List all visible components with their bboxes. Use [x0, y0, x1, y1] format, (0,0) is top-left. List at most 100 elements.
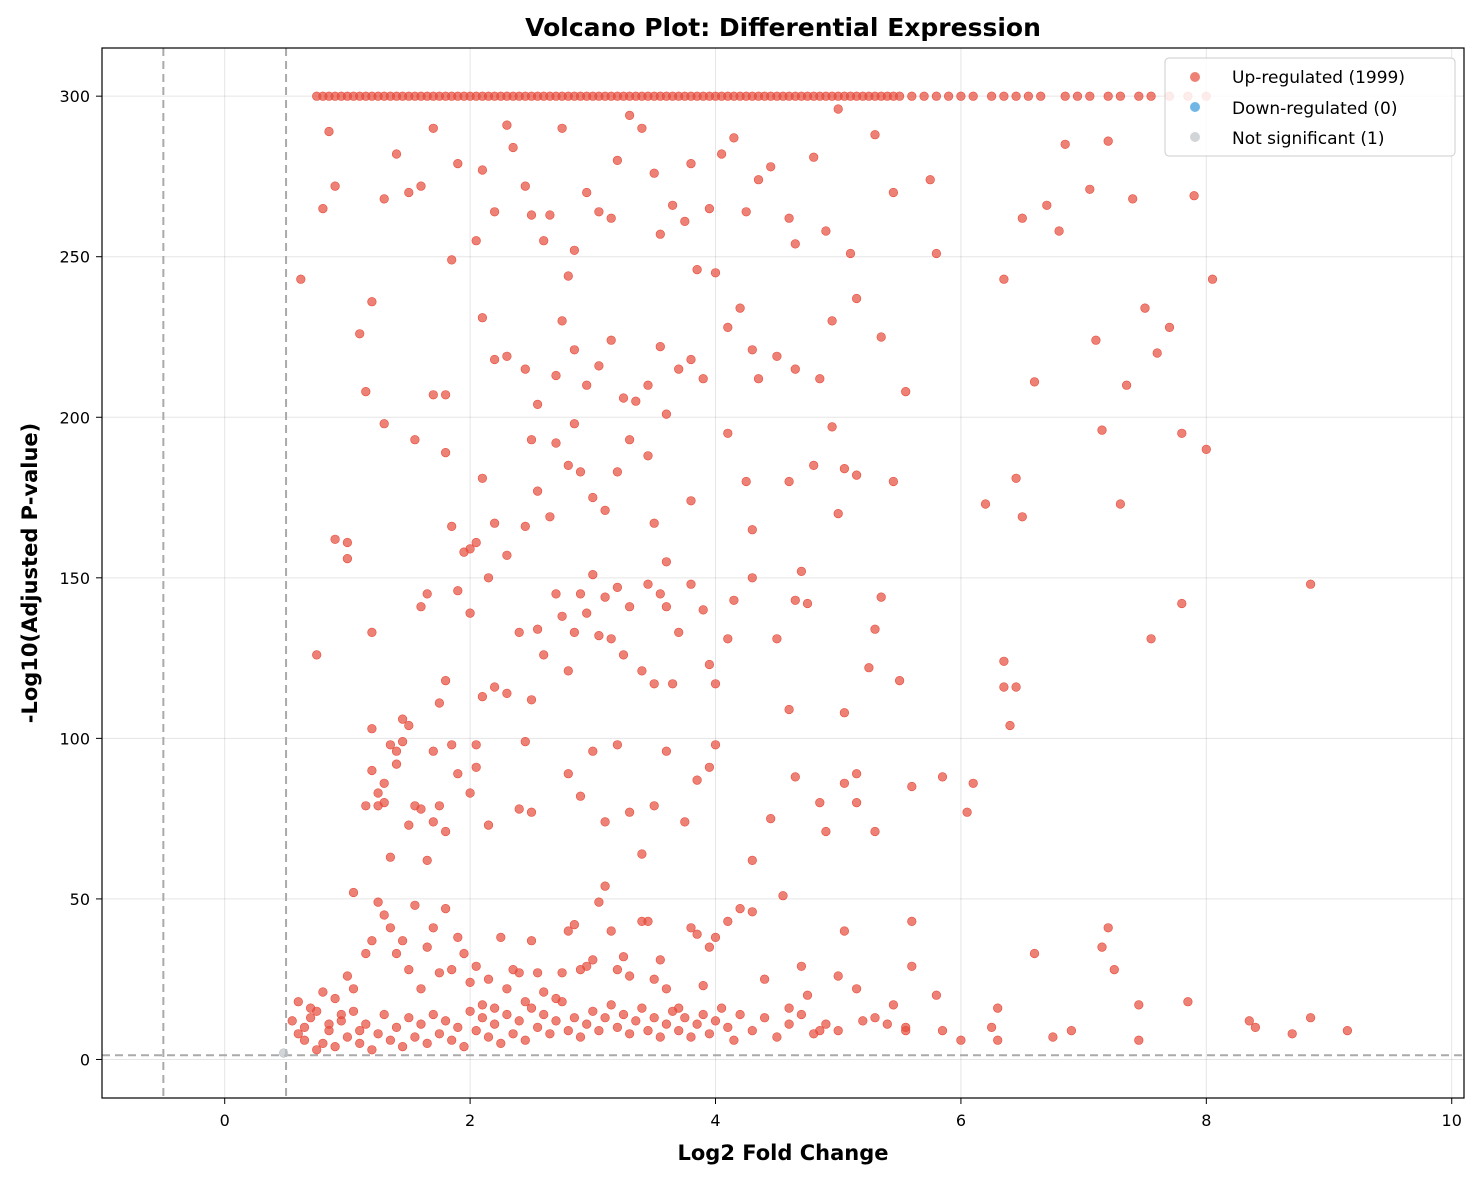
data-point	[398, 736, 408, 747]
data-point	[545, 512, 555, 522]
data-point	[606, 926, 616, 936]
data-point	[490, 518, 500, 528]
x-axis-label: Log2 Fold Change	[678, 1141, 889, 1165]
data-point	[999, 656, 1009, 666]
data-point	[1066, 1025, 1076, 1036]
data-point	[784, 213, 794, 223]
data-point	[398, 936, 408, 946]
data-point	[710, 268, 721, 278]
data-point	[784, 1003, 794, 1013]
data-point	[821, 826, 831, 837]
data-point	[575, 589, 586, 599]
data-point	[416, 602, 426, 612]
data-point	[441, 675, 451, 686]
x-tick-label: 2	[465, 1111, 475, 1130]
data-point	[453, 769, 463, 779]
data-point	[600, 505, 610, 516]
data-point	[901, 1025, 911, 1036]
data-point	[894, 91, 905, 101]
data-point	[747, 855, 757, 866]
data-point	[790, 364, 800, 374]
data-point	[306, 1013, 316, 1023]
data-point	[772, 1032, 782, 1042]
data-point	[772, 634, 782, 644]
data-point	[661, 557, 672, 567]
data-point	[520, 736, 530, 747]
data-point	[661, 602, 672, 612]
data-point	[434, 801, 445, 811]
data-point	[551, 1016, 561, 1026]
data-point	[404, 187, 414, 198]
data-point	[1029, 948, 1040, 959]
data-point	[514, 968, 524, 978]
data-point	[520, 997, 530, 1007]
data-point	[692, 1019, 702, 1029]
data-point	[827, 316, 837, 326]
data-point	[526, 210, 537, 220]
data-point	[631, 396, 641, 406]
data-point	[624, 602, 635, 612]
data-point	[710, 1016, 721, 1026]
data-point	[379, 910, 389, 920]
data-point	[465, 788, 475, 798]
data-points	[279, 91, 1352, 1058]
data-point	[459, 948, 469, 959]
data-point	[612, 467, 623, 477]
data-point	[1085, 184, 1095, 194]
data-point	[1183, 997, 1193, 1007]
data-point	[588, 569, 598, 580]
data-point	[361, 801, 371, 811]
data-point	[551, 370, 561, 381]
data-point	[459, 1041, 469, 1052]
data-point	[279, 1048, 289, 1058]
data-point	[729, 1035, 739, 1045]
data-point	[698, 605, 708, 615]
data-point	[373, 897, 383, 907]
data-point	[1029, 377, 1040, 387]
data-point	[759, 974, 770, 984]
y-tick-label: 200	[59, 408, 90, 427]
data-point	[361, 948, 371, 959]
data-point	[606, 634, 616, 644]
data-point	[434, 1029, 445, 1039]
data-point	[361, 387, 371, 397]
data-point	[937, 1025, 948, 1036]
data-point	[741, 207, 751, 217]
data-point	[1134, 1000, 1144, 1010]
data-point	[624, 807, 635, 817]
data-point	[686, 923, 696, 933]
data-point	[532, 1022, 543, 1033]
data-point	[563, 769, 573, 779]
data-point	[686, 579, 696, 589]
data-point	[557, 997, 567, 1007]
data-point	[692, 775, 702, 785]
data-point	[447, 964, 457, 975]
data-point	[655, 589, 665, 599]
data-point	[649, 518, 659, 528]
data-point	[680, 817, 690, 827]
data-point	[612, 1022, 623, 1033]
data-point	[1072, 91, 1083, 101]
data-point	[569, 245, 580, 255]
data-point	[471, 537, 481, 548]
data-point	[416, 1019, 426, 1029]
data-point	[532, 968, 543, 978]
data-point	[931, 91, 942, 101]
data-point	[704, 762, 715, 772]
data-point	[582, 608, 592, 618]
data-point	[710, 932, 721, 943]
data-point	[600, 1013, 610, 1023]
data-point	[348, 887, 359, 898]
data-point	[1085, 91, 1095, 101]
data-point	[710, 740, 721, 750]
data-point	[661, 409, 672, 419]
data-point	[318, 987, 328, 997]
data-point	[569, 345, 580, 355]
data-point	[1146, 634, 1156, 644]
data-point	[563, 1025, 573, 1036]
x-tick-label: 4	[710, 1111, 720, 1130]
data-point	[612, 155, 623, 165]
data-point	[428, 746, 438, 756]
data-point	[618, 1009, 629, 1020]
data-point	[447, 255, 457, 265]
